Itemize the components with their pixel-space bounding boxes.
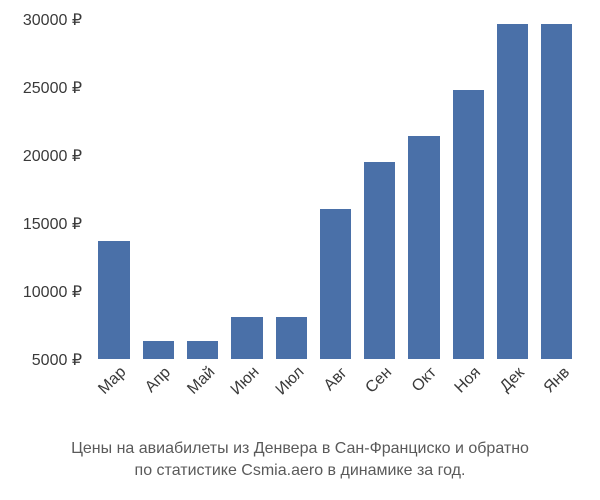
chart-caption: Цены на авиабилеты из Денвера в Сан-Фран…: [0, 438, 600, 481]
bar-slot: [228, 20, 266, 359]
x-label-slot: Мар: [94, 362, 132, 432]
x-tick-label: Окт: [408, 364, 440, 396]
x-label-slot: Июл: [271, 362, 309, 432]
price-bar-chart: 5000 ₽ 10000 ₽ 15000 ₽ 20000 ₽ 25000 ₽ 30000 …: [0, 0, 600, 500]
y-tick-label: 20000 ₽: [23, 146, 82, 166]
y-axis-ticks: 5000 ₽10000 ₽15000 ₽20000 ₽25000 ₽30000 …: [0, 20, 90, 360]
x-label-slot: Апр: [138, 362, 176, 432]
bar-slot: [95, 20, 133, 359]
x-tick-label: Сен: [363, 364, 396, 397]
bar-slot: [538, 20, 576, 359]
x-label-slot: Окт: [405, 362, 443, 432]
x-label-slot: Дек: [493, 362, 531, 432]
x-tick-label: Янв: [540, 364, 573, 397]
y-tick-label: 25000 ₽: [23, 78, 82, 98]
x-tick-label: Мар: [95, 364, 130, 399]
bar: [408, 136, 439, 359]
bar: [364, 162, 395, 359]
bar: [231, 317, 262, 359]
y-tick-label: 30000 ₽: [23, 10, 82, 30]
y-tick-label: 10000 ₽: [23, 282, 82, 302]
x-axis-labels: Мар Апр Май ИюнИюл Авг Сен Окт Ноя Дек Янв: [90, 362, 580, 432]
bar-slot: [493, 20, 531, 359]
plot-area: [90, 20, 580, 360]
x-tick-label: Июн: [228, 363, 264, 399]
x-tick-label: Дек: [497, 364, 529, 396]
bar-slot: [139, 20, 177, 359]
x-label-slot: Сен: [360, 362, 398, 432]
y-tick-label: 5000 ₽: [32, 350, 82, 370]
bar-slot: [405, 20, 443, 359]
x-label-slot: Май: [183, 362, 221, 432]
bar: [541, 24, 572, 359]
bar-slot: [272, 20, 310, 359]
bar-slot: [361, 20, 399, 359]
bar: [143, 341, 174, 359]
bar-slot: [316, 20, 354, 359]
bar: [497, 24, 528, 359]
bar-slot: [449, 20, 487, 359]
x-tick-label: Июл: [272, 363, 308, 399]
y-tick-label: 15000 ₽: [23, 214, 82, 234]
bar: [98, 241, 129, 359]
x-tick-label: Май: [184, 364, 219, 399]
x-label-slot: Июн: [227, 362, 265, 432]
caption-line-1: Цены на авиабилеты из Денвера в Сан-Фран…: [71, 440, 529, 457]
bar: [187, 341, 218, 359]
x-label-slot: Янв: [538, 362, 576, 432]
x-label-slot: Ноя: [449, 362, 487, 432]
x-label-slot: Авг: [316, 362, 354, 432]
x-tick-label: Ноя: [452, 364, 485, 397]
bar-slot: [184, 20, 222, 359]
bar: [453, 90, 484, 359]
caption-line-2: по статистике Csmia.aero в динамике за г…: [135, 462, 466, 479]
x-tick-label: Апр: [142, 364, 175, 397]
x-tick-label: Авг: [321, 364, 351, 394]
bar: [320, 209, 351, 359]
bars-container: [91, 20, 580, 359]
bar: [276, 317, 307, 359]
